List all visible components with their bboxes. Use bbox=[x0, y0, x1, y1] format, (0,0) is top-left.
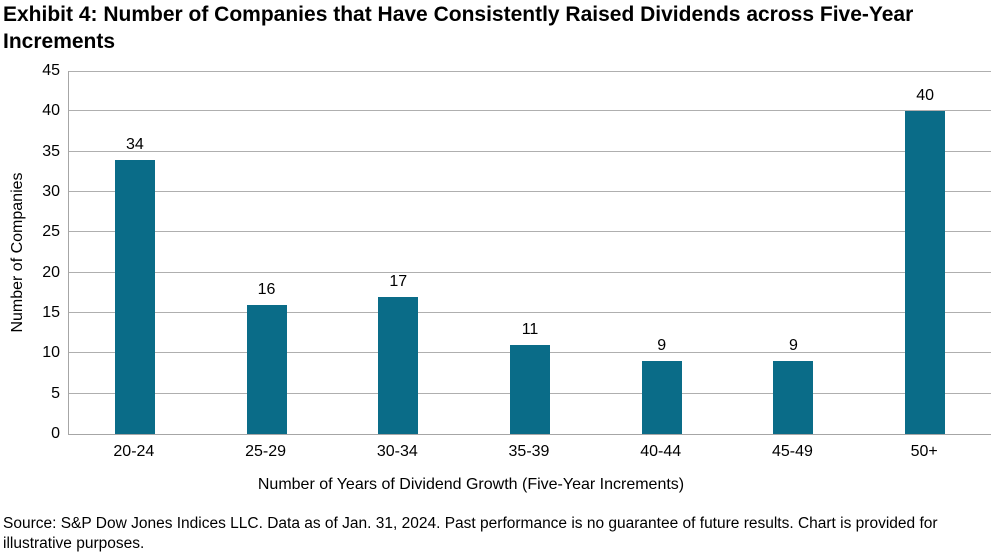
y-tick-label: 15 bbox=[42, 304, 60, 321]
y-tick-label: 35 bbox=[42, 142, 60, 160]
y-tick-label: 40 bbox=[42, 102, 60, 120]
x-axis-tick-labels: 20-24 25-29 30-34 35-39 40-44 45-49 50+ bbox=[68, 443, 990, 463]
y-tick-label: 20 bbox=[42, 263, 60, 281]
bar-35-39 bbox=[510, 345, 550, 434]
bar-value-label: 16 bbox=[257, 280, 276, 298]
gridline bbox=[69, 191, 991, 192]
bar-30-34 bbox=[378, 296, 419, 434]
y-tick-label: 5 bbox=[51, 384, 60, 402]
x-tick-label: 25-29 bbox=[245, 443, 287, 460]
bar-40-44 bbox=[641, 361, 682, 434]
bar-value-label: 11 bbox=[521, 321, 539, 339]
y-tick-label: 10 bbox=[42, 344, 60, 362]
source-note: Source: S&P Dow Jones Indices LLC. Data … bbox=[3, 515, 938, 552]
bar-value-label: 40 bbox=[916, 87, 935, 105]
bar-value-label: 9 bbox=[657, 337, 667, 355]
x-tick-label: 20-24 bbox=[113, 443, 155, 460]
x-tick-label: 50+ bbox=[910, 443, 938, 460]
x-tick-label: 45-49 bbox=[771, 443, 813, 460]
chart-title: Exhibit 4: Number of Companies that Have… bbox=[3, 3, 914, 53]
bar-value-label: 9 bbox=[788, 337, 798, 355]
bar-20-24 bbox=[114, 159, 155, 434]
gridline bbox=[69, 71, 991, 72]
x-tick-label: 40-44 bbox=[640, 443, 682, 460]
y-tick-label: 45 bbox=[42, 62, 60, 79]
plot-area: 34 16 17 11 9 9 40 bbox=[68, 71, 991, 435]
bar-50+ bbox=[905, 111, 946, 434]
bar-25-29 bbox=[246, 304, 287, 434]
bar-value-label: 34 bbox=[125, 135, 144, 153]
bar-45-49 bbox=[773, 361, 814, 434]
y-axis-tick-labels: 0 5 10 15 20 25 30 35 40 45 bbox=[0, 62, 60, 442]
gridline bbox=[69, 312, 991, 313]
gridline bbox=[69, 110, 991, 112]
gridline bbox=[69, 271, 991, 273]
gridline bbox=[69, 150, 991, 152]
bar-value-label: 17 bbox=[389, 272, 408, 290]
y-tick-label: 30 bbox=[42, 183, 60, 200]
x-tick-label: 30-34 bbox=[376, 443, 418, 460]
y-tick-label: 0 bbox=[51, 425, 60, 442]
gridline bbox=[69, 231, 991, 233]
x-tick-label: 35-39 bbox=[508, 443, 550, 460]
x-axis-title: Number of Years of Dividend Growth (Five… bbox=[257, 476, 685, 493]
y-tick-label: 25 bbox=[42, 223, 60, 241]
